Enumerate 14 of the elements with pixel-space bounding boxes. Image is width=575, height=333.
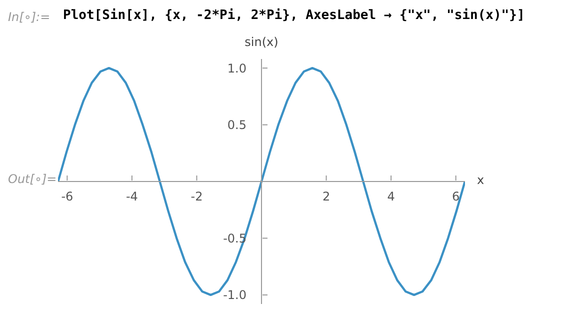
text: Plot[Sin[x], {x, -2*Pi, 2*Pi}, AxesLabel → {"x", "sin(x)"}] <box>63 8 525 23</box>
x-tick-label: -4 <box>126 190 138 204</box>
x-tick-label: 2 <box>322 190 330 204</box>
text: In[∘]:= <box>8 10 50 24</box>
x-tick-label: -6 <box>61 190 74 204</box>
x-axis-title: x <box>477 172 484 186</box>
x-tick-label: -2 <box>190 190 203 204</box>
y-tick-label: -1.0 <box>223 288 246 302</box>
y-axis-title: sin(x) <box>244 35 280 49</box>
x-tick-label: 4 <box>387 190 395 204</box>
x-tick-label: 6 <box>452 190 460 204</box>
y-tick-label: 1.0 <box>227 61 246 76</box>
text: Out[∘]= <box>8 172 57 186</box>
y-tick-label: 0.5 <box>227 118 246 132</box>
